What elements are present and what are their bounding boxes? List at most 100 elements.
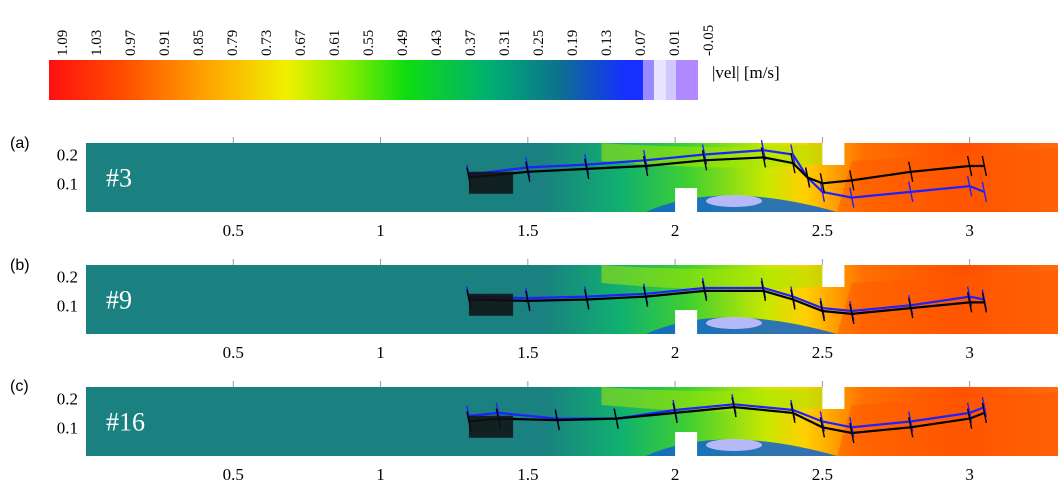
series-point	[790, 152, 796, 174]
series-point	[584, 154, 590, 175]
field-region-high	[837, 392, 1058, 456]
series-point	[804, 167, 811, 188]
colorbar-tick-label: 0.31	[497, 30, 513, 56]
series-point	[701, 150, 708, 171]
x-tick-label: 0.5	[223, 343, 244, 362]
series-point	[819, 173, 826, 194]
field-region-mid	[601, 143, 838, 168]
colorbar-tick-label: 0.13	[599, 30, 615, 56]
series-point	[642, 155, 649, 177]
series-point	[819, 417, 826, 438]
series-point	[525, 290, 531, 312]
series-point	[525, 157, 531, 178]
case-label: #3	[106, 164, 132, 193]
series-point	[981, 155, 988, 177]
colorbar-tick-label: 0.49	[395, 30, 411, 56]
x-tick-label: 1.5	[517, 465, 538, 484]
field-region-high	[837, 270, 1058, 334]
colorbar-tick-label: 1.09	[55, 30, 71, 56]
colorbar-tick-label: 0.91	[157, 30, 173, 56]
top-obstacle	[822, 265, 845, 287]
series-point	[966, 408, 973, 429]
colorbar-tick-label: 0.85	[191, 30, 207, 56]
colorbar-swatch-4	[676, 60, 698, 100]
series-point	[908, 161, 914, 182]
y-tick-label: 0.2	[57, 268, 78, 287]
colorbar-tick-label: 0.19	[565, 30, 581, 56]
colorbar-tick-label: 0.37	[463, 29, 479, 56]
panel-2: #9 0.2 0.1 0.5 1 1.5 2 2.5 3	[57, 259, 1058, 362]
colorbar-ticks: 1.09 1.03 0.97 0.91 0.85 0.79 0.73 0.67 0.61 0.55…	[55, 25, 717, 56]
colorbar-swatch-2	[654, 60, 666, 100]
x-tick-label: 1	[376, 221, 385, 240]
series-point	[849, 303, 855, 325]
x-tick-label: 1.5	[517, 343, 538, 362]
field-region-mid	[601, 265, 838, 290]
case-label: #9	[106, 286, 132, 315]
x-tick-label: 3	[965, 465, 974, 484]
x-tick-label: 3	[965, 221, 974, 240]
x-tick-label: 2	[671, 221, 680, 240]
panel-1: #3 0.2 0.1 0.5 1 1.5 2 2.5 3	[57, 137, 1058, 240]
series-point	[760, 147, 767, 168]
panel-label-c: (c)	[10, 378, 29, 395]
colorbar-tick-label: 1.03	[89, 30, 105, 56]
colorbar-label: |vel| [m/s]	[712, 63, 780, 82]
series-point	[908, 181, 914, 203]
series-point	[908, 297, 914, 319]
y-tick-label: 0.1	[57, 296, 78, 315]
field-region-recirculation	[706, 195, 762, 207]
inlet-block	[468, 171, 514, 194]
colorbar-tick-label: 0.61	[327, 30, 343, 56]
series-point	[731, 396, 737, 418]
series-point	[790, 402, 796, 424]
y-tick-label: 0.1	[57, 418, 78, 437]
series-point	[981, 181, 988, 203]
x-tick-label: 2.5	[812, 221, 833, 240]
series-point	[849, 422, 855, 444]
series-point	[981, 292, 988, 313]
bottom-obstacle	[675, 188, 698, 212]
x-tick-label: 0.5	[223, 221, 244, 240]
series-point	[790, 144, 796, 165]
series-line	[468, 405, 985, 435]
top-obstacle	[822, 387, 845, 409]
field-region-high	[837, 148, 1058, 212]
series-point	[981, 402, 988, 424]
series-point	[849, 187, 855, 208]
panels: #3 0.2 0.1 0.5 1 1.5 2 2.5 3 #9 0.2 0.1 0.5 1 1.5 2 2.5 3…	[57, 137, 1058, 484]
series-point	[584, 158, 590, 180]
series-point	[613, 408, 619, 429]
y-tick-label: 0.2	[57, 390, 78, 409]
series-point	[701, 280, 708, 302]
colorbar-swatch-3	[666, 60, 676, 100]
series-point	[966, 175, 973, 197]
series-point	[966, 155, 973, 177]
panel-label-b: (b)	[10, 257, 30, 274]
x-tick-label: 1.5	[517, 221, 538, 240]
inlet-block	[468, 415, 514, 438]
series-line	[468, 289, 985, 316]
series-point	[525, 161, 531, 182]
series-point	[966, 402, 973, 424]
colorbar-tick-label: 0.73	[259, 30, 275, 56]
series-line	[468, 403, 985, 429]
series-point	[642, 286, 649, 307]
series-point	[790, 289, 796, 310]
colorbar-tick-label: 0.67	[293, 29, 309, 56]
colorbar-tick-label: 0.43	[429, 30, 445, 56]
bottom-obstacle	[675, 432, 698, 456]
series-point	[966, 292, 973, 313]
series-point	[554, 409, 560, 431]
x-tick-label: 2.5	[812, 343, 833, 362]
series-point	[672, 402, 678, 424]
series-point	[849, 170, 855, 191]
panel-3: #16 0.2 0.1 0.5 1 1.5 2 2.5 3	[57, 381, 1058, 484]
colorbar: 1.09 1.03 0.97 0.91 0.85 0.79 0.73 0.67 0.61 0.55…	[49, 25, 780, 100]
panel-label-a: (a)	[10, 135, 30, 152]
colorbar-tick-label: 0.79	[225, 30, 241, 56]
field-region-mid	[601, 387, 838, 412]
colorbar-gradient	[49, 60, 643, 100]
x-tick-label: 2	[671, 343, 680, 362]
